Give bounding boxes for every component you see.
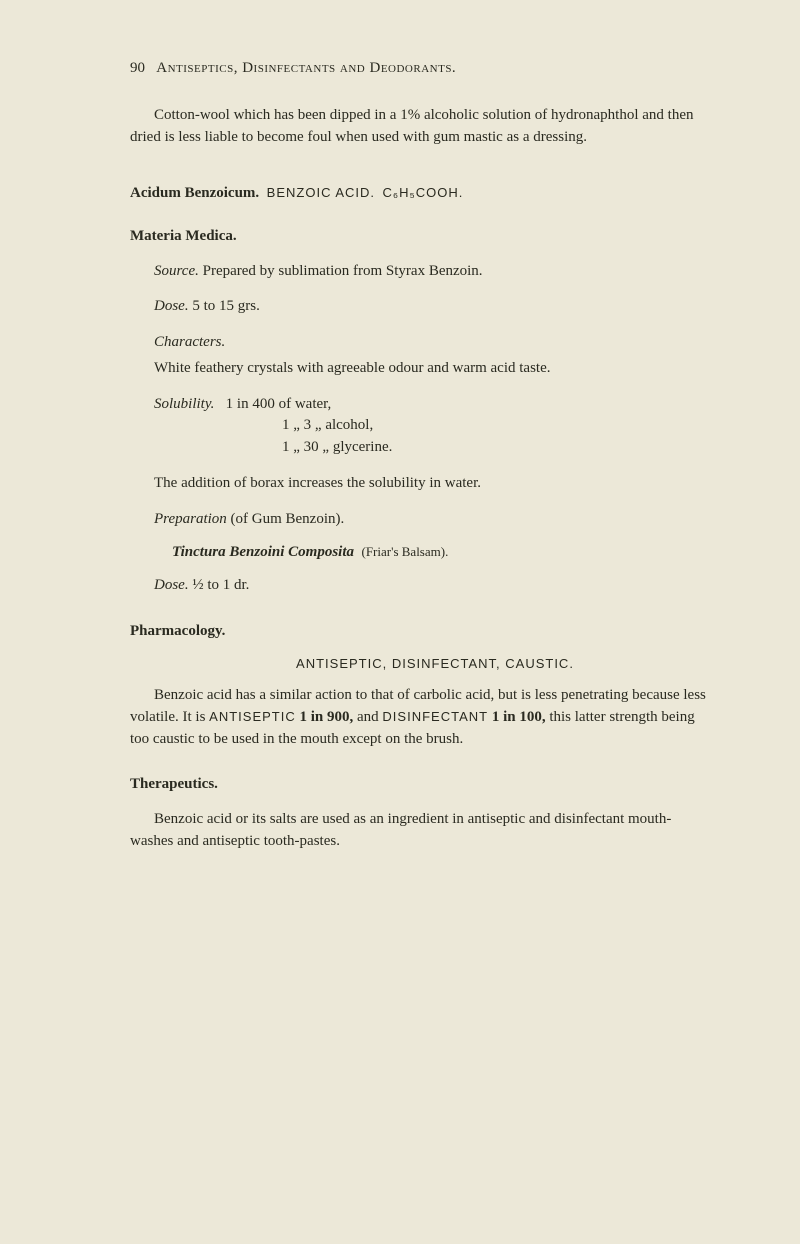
characters-label: Characters.: [154, 334, 225, 350]
characters-label-line: Characters.: [130, 332, 710, 354]
solubility-line-2: 1 „ 3 „ alcohol,: [130, 415, 710, 437]
pharmacology-heading: Pharmacology.: [130, 623, 710, 640]
compound-heading: Acidum Benzoicum. BENZOIC ACID. C₆H₅COOH…: [130, 185, 710, 202]
tinctura-italic: Tinctura Benzoini Composita: [172, 544, 354, 560]
pharmacology-section: Pharmacology. ANTISEPTIC, DISINFECTANT, …: [130, 623, 710, 750]
therapeutics-para: Benzoic acid or its salts are used as an…: [130, 809, 710, 853]
header-title: Antiseptics, Disinfectants and Deodorant…: [156, 60, 456, 76]
preparation-label: Preparation: [154, 511, 227, 527]
page-number: 90: [130, 60, 145, 76]
pharmacology-para: Benzoic acid has a similar action to tha…: [130, 685, 710, 750]
prep-dose-text: ½ to 1 dr.: [192, 577, 249, 593]
compound-formula: C₆H₅COOH.: [383, 185, 464, 200]
dose-entry: Dose. 5 to 15 grs.: [130, 296, 710, 318]
solubility-block: Solubility. 1 in 400 of water, 1 „ 3 „ a…: [130, 394, 710, 459]
solubility-line-1: Solubility. 1 in 400 of water,: [130, 394, 710, 416]
therapeutics-heading: Therapeutics.: [130, 776, 710, 793]
pharmacology-subhead: ANTISEPTIC, DISINFECTANT, CAUSTIC.: [130, 656, 710, 671]
compound-name: Acidum Benzoicum.: [130, 185, 259, 201]
therapeutics-section: Therapeutics. Benzoic acid or its salts …: [130, 776, 710, 853]
pharm-mid: and: [353, 709, 382, 725]
solubility-label: Solubility.: [154, 396, 214, 412]
solubility-line-3: 1 „ 30 „ glycerine.: [130, 437, 710, 459]
dose-text: 5 to 15 grs.: [192, 298, 260, 314]
preparation-entry: Preparation (of Gum Benzoin).: [130, 509, 710, 531]
antiseptic-word: ANTISEPTIC: [209, 709, 296, 724]
prep-dose-entry: Dose. ½ to 1 dr.: [130, 575, 710, 597]
prep-dose-label: Dose.: [154, 577, 189, 593]
page-header: 90 Antiseptics, Disinfectants and Deodor…: [130, 60, 710, 77]
dose-label: Dose.: [154, 298, 189, 314]
solubility-addition: The addition of borax increases the solu…: [154, 473, 710, 495]
characters-text: White feathery crystals with agreeable o…: [130, 358, 710, 380]
source-text: Prepared by sublimation from Styrax Benz…: [203, 263, 483, 279]
compound-common: BENZOIC ACID.: [267, 185, 375, 200]
ratio-1: 1 in 900,: [296, 709, 354, 725]
tinctura-paren: (Friar's Balsam).: [362, 544, 449, 559]
disinfectant-word: DISINFECTANT: [382, 709, 488, 724]
source-entry: Source. Prepared by sublimation from Sty…: [130, 261, 710, 283]
materia-medica-heading: Materia Medica.: [130, 228, 710, 245]
preparation-text: (of Gum Benzoin).: [231, 511, 345, 527]
ratio-2: 1 in 100,: [488, 709, 546, 725]
source-label: Source.: [154, 263, 199, 279]
tinctura-line: Tinctura Benzoini Composita (Friar's Bal…: [130, 544, 710, 561]
solubility-line1-text: 1 in 400 of water,: [226, 396, 332, 412]
intro-paragraph: Cotton-wool which has been dipped in a 1…: [130, 105, 710, 149]
